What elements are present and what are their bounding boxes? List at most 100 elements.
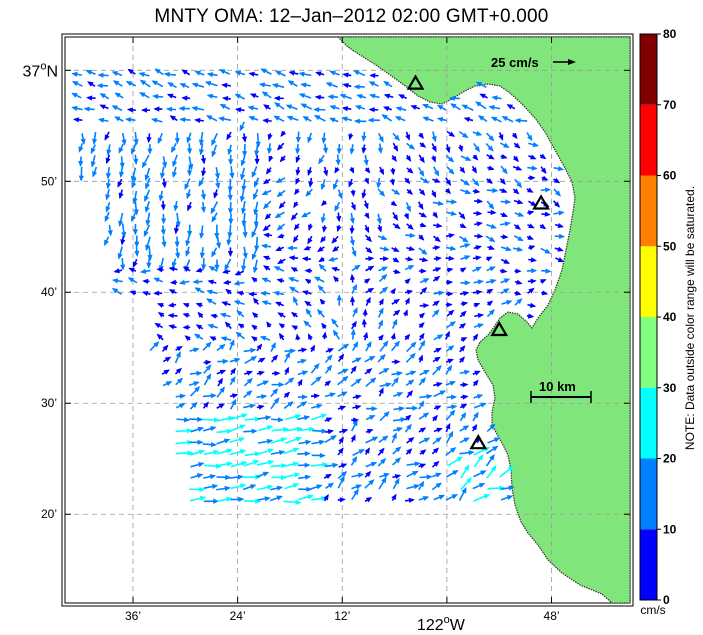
current-vector — [328, 256, 339, 262]
current-vector — [283, 461, 300, 468]
current-vector — [171, 142, 177, 154]
current-vector — [514, 298, 523, 306]
current-vector — [184, 178, 191, 191]
current-vector — [325, 82, 338, 88]
current-vector — [352, 449, 365, 457]
current-vector — [376, 177, 382, 189]
current-vector — [362, 308, 368, 317]
current-vector — [263, 265, 271, 271]
current-vector — [418, 332, 425, 341]
current-vector — [392, 392, 404, 398]
current-vector — [460, 394, 469, 400]
current-vector — [363, 331, 369, 341]
current-vector — [189, 439, 204, 445]
current-vector — [336, 225, 342, 233]
current-vector — [377, 447, 385, 456]
current-vector — [486, 445, 499, 455]
current-vector — [364, 177, 369, 185]
current-vector — [351, 264, 361, 272]
current-vector — [227, 189, 233, 202]
current-vector — [417, 166, 425, 177]
current-vector — [511, 132, 518, 140]
current-vector — [383, 93, 394, 99]
current-vector — [182, 312, 190, 318]
current-vector — [218, 69, 231, 75]
current-vector — [333, 275, 340, 283]
current-vector — [324, 392, 337, 398]
current-vector — [216, 369, 227, 375]
current-vector — [379, 256, 390, 262]
current-vector — [433, 347, 442, 353]
current-vector — [195, 302, 203, 308]
current-vector — [337, 189, 343, 200]
current-vector — [145, 212, 151, 227]
current-vector — [539, 153, 547, 160]
current-vector — [178, 279, 190, 285]
current-vector — [185, 234, 191, 247]
current-vector — [278, 201, 286, 209]
current-vector — [500, 278, 511, 284]
current-vector — [275, 246, 285, 251]
current-vector — [338, 436, 344, 445]
current-vector — [447, 404, 458, 410]
current-vector — [202, 441, 218, 448]
current-vector — [512, 246, 524, 252]
current-vector — [471, 165, 477, 174]
current-vector — [252, 259, 258, 274]
current-vector — [406, 470, 419, 478]
current-vector — [338, 463, 348, 469]
current-vector — [229, 339, 235, 351]
current-vector — [404, 265, 415, 271]
current-vector — [287, 277, 299, 283]
current-vector — [335, 154, 341, 166]
current-vector — [431, 143, 437, 153]
current-vector — [139, 268, 151, 274]
current-vector — [200, 154, 206, 165]
current-vector — [310, 362, 320, 374]
current-vector — [178, 105, 190, 112]
current-vector — [167, 82, 177, 89]
current-vector — [301, 256, 311, 262]
current-vector — [378, 273, 388, 282]
current-vector — [526, 234, 535, 240]
current-vector — [271, 382, 285, 388]
current-vector — [417, 201, 424, 210]
current-vector — [337, 368, 349, 375]
current-vector — [351, 357, 362, 363]
current-vector — [333, 179, 339, 191]
current-vector — [310, 484, 323, 490]
current-vector — [259, 290, 271, 297]
current-vector — [527, 302, 537, 308]
current-vector — [310, 393, 321, 399]
current-vector — [349, 144, 355, 155]
current-vector — [361, 189, 367, 200]
current-vector — [473, 402, 487, 409]
current-vector — [419, 278, 430, 284]
current-vector — [406, 461, 421, 467]
current-vector — [317, 284, 326, 294]
current-vector — [141, 107, 151, 113]
current-vector — [216, 485, 231, 492]
current-vector — [273, 266, 285, 272]
current-vector — [120, 258, 126, 271]
current-vector — [107, 224, 113, 237]
current-vector — [318, 154, 325, 165]
current-vector — [218, 116, 232, 122]
current-vector — [485, 278, 497, 284]
current-vector — [342, 83, 352, 89]
current-vector — [297, 394, 308, 400]
current-vector — [364, 355, 376, 363]
lat-label: 37oN — [23, 60, 58, 80]
current-vector — [113, 268, 123, 274]
current-vector — [486, 154, 495, 160]
lon-label: 12’ — [334, 609, 350, 623]
current-vector — [404, 423, 412, 433]
current-vector — [117, 246, 123, 260]
colorbar-tick-label: 80 — [663, 27, 677, 41]
current-vector — [234, 270, 245, 276]
current-vector — [71, 71, 83, 77]
current-vector — [169, 115, 178, 122]
station-markers — [406, 74, 550, 450]
lat-label: 40’ — [41, 285, 57, 299]
current-vector — [176, 417, 191, 423]
